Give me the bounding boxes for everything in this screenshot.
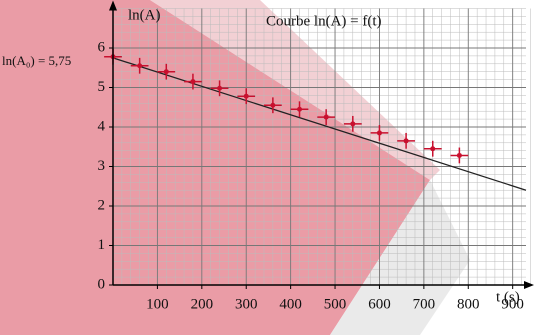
y-tick-label: 6	[98, 39, 106, 55]
y-axis-label: ln(A)	[128, 7, 161, 23]
y-tick-label: 5	[98, 79, 106, 95]
x-tick-label: 900	[501, 296, 524, 312]
point	[403, 138, 409, 144]
x-tick-label: 200	[191, 296, 214, 312]
point	[456, 152, 462, 158]
point	[163, 69, 169, 75]
annotation: ln(A₀) = 5,75	[2, 53, 71, 68]
point	[137, 63, 143, 69]
y-tick-label: 1	[98, 237, 106, 253]
y-tick-label: 0	[98, 276, 106, 292]
x-tick-label: 600	[368, 296, 391, 312]
x-tick-label: 100	[146, 296, 169, 312]
y-axis-arrow	[109, 0, 117, 11]
grid	[112, 8, 531, 286]
point	[297, 106, 303, 112]
chart-title: Courbe ln(A) = f(t)	[266, 13, 382, 29]
point	[217, 85, 223, 91]
x-tick-label: 300	[235, 296, 258, 312]
plot	[104, 48, 527, 191]
y-tick-label: 2	[98, 197, 106, 213]
x-tick-label: 400	[279, 296, 302, 312]
fit-line	[112, 57, 527, 191]
x-axis-label: t (s)	[496, 289, 520, 305]
point	[243, 93, 249, 99]
point	[323, 114, 329, 120]
y-tick-label: 4	[98, 118, 106, 134]
x-tick-label: 800	[457, 296, 480, 312]
y-tick-label: 3	[98, 158, 106, 174]
x-tick-label: 500	[324, 296, 347, 312]
x-axis-arrow	[524, 281, 534, 289]
point	[270, 102, 276, 108]
point	[350, 121, 356, 127]
x-tick-label: 700	[413, 296, 436, 312]
point	[190, 79, 196, 85]
point	[430, 146, 436, 152]
point	[376, 130, 382, 136]
